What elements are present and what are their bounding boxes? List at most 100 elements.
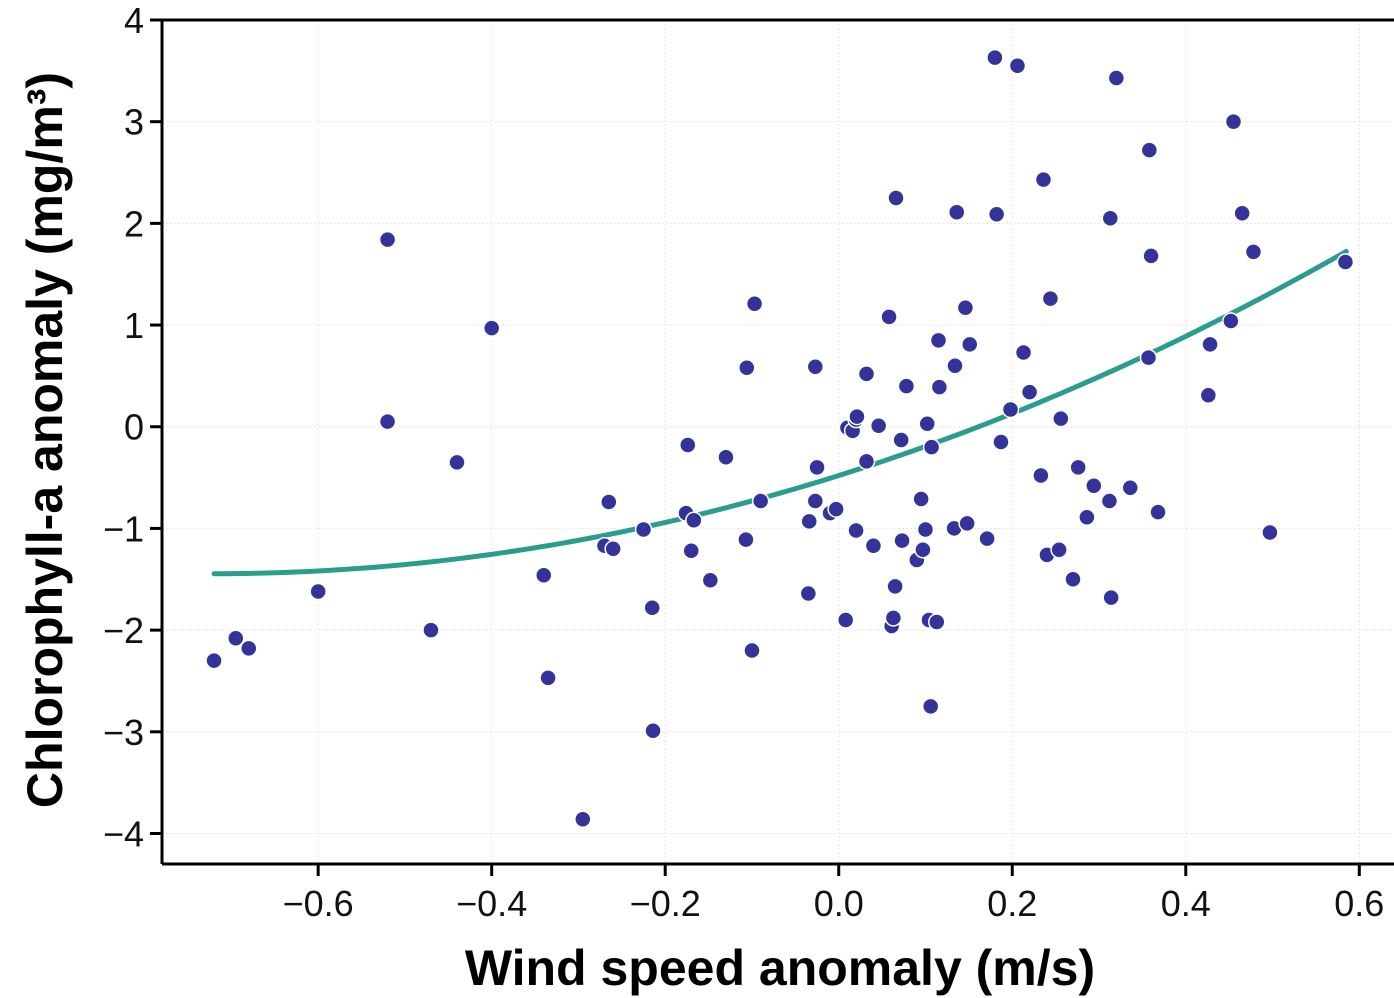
y-tick-label: 2 <box>124 203 144 244</box>
y-tick-label: −2 <box>103 610 144 651</box>
x-tick-label: 0.2 <box>987 883 1037 924</box>
scatter-point <box>1100 492 1119 510</box>
scatter-point <box>1233 204 1251 222</box>
scatter-point <box>893 531 911 550</box>
scatter-point <box>448 453 466 472</box>
scatter-point <box>422 621 440 639</box>
scatter-point <box>946 356 964 375</box>
y-tick-label: 0 <box>124 407 144 448</box>
scatter-point <box>751 492 770 510</box>
y-tick-label: 4 <box>124 0 144 41</box>
scatter-point <box>1121 479 1139 497</box>
scatter-point <box>887 189 905 207</box>
scatter-point <box>928 613 946 631</box>
scatter-point <box>604 540 622 558</box>
ticks-layer: −0.6 −0.4 −0.2 0.0 0.2 0.4 0.6 −4 −3 −2 −1 0 1 2 3 4 <box>103 0 1384 924</box>
scatter-point <box>992 433 1010 451</box>
scatter-point <box>309 582 327 601</box>
scatter-point <box>1069 458 1087 477</box>
scatter-point <box>808 458 826 477</box>
scatter-point <box>947 203 966 221</box>
scatter-point <box>205 651 223 670</box>
scatter-point <box>916 520 935 539</box>
scatter-point <box>1064 570 1082 589</box>
y-tick-label: −4 <box>103 813 144 854</box>
y-tick-label: −3 <box>103 712 144 753</box>
scatter-point <box>644 722 662 740</box>
fit-curve-layer <box>211 248 1349 577</box>
scatter-point <box>986 48 1004 67</box>
scatter-point <box>1140 141 1159 159</box>
scatter-point <box>743 641 761 660</box>
scatter-point <box>539 669 557 687</box>
scatter-point <box>958 514 976 533</box>
scatter-point <box>914 541 932 559</box>
scatter-point <box>1107 69 1126 87</box>
scatter-point <box>960 335 979 354</box>
scatter-point <box>806 358 825 376</box>
scatter-point <box>857 452 876 471</box>
scatter-point <box>482 319 501 337</box>
x-tick-label: 0.0 <box>814 883 864 924</box>
scatter-point <box>1101 209 1120 228</box>
scatter-point <box>884 609 903 627</box>
x-tick-label: 0.4 <box>1161 883 1211 924</box>
scatter-point <box>717 448 735 467</box>
y-axis-title: Chlorophyll-a anomaly (mg/m³) <box>17 72 73 808</box>
scatter-point <box>1034 170 1053 189</box>
scatter-point <box>886 577 904 596</box>
scatter-point <box>685 511 703 530</box>
scatter-point <box>738 359 756 377</box>
scatter-point <box>643 598 661 617</box>
scatter-point <box>1052 409 1070 428</box>
scatter-point <box>378 230 397 249</box>
scatter-point <box>226 629 245 648</box>
scatter-point <box>745 294 764 313</box>
scatter-point <box>864 536 883 555</box>
y-tick-label: −1 <box>103 508 144 549</box>
scatter-point <box>1102 588 1120 607</box>
points-layer <box>205 48 1355 829</box>
scatter-point <box>1142 247 1160 265</box>
scatter-point <box>918 414 936 433</box>
scatter-point <box>912 490 930 508</box>
scatter-point <box>1244 243 1263 261</box>
y-tick-label: 3 <box>124 102 144 143</box>
scatter-point <box>634 520 653 539</box>
scatter-point <box>600 493 618 511</box>
scatter-point <box>827 500 845 518</box>
scatter-point <box>921 697 940 716</box>
x-tick-label: 0.6 <box>1334 883 1384 924</box>
scatter-point <box>1224 112 1243 131</box>
scatter-point <box>1041 289 1060 308</box>
scatter-point <box>240 639 258 658</box>
scatter-point <box>880 308 898 326</box>
grid-layer <box>162 19 1394 864</box>
scatter-point <box>737 530 755 549</box>
scatter-point <box>836 611 855 629</box>
scatter-point <box>806 492 825 510</box>
x-tick-label: −0.2 <box>630 883 701 924</box>
scatter-point <box>847 521 865 540</box>
x-tick-label: −0.4 <box>456 883 527 924</box>
scatter-point <box>956 299 975 317</box>
scatter-point <box>897 377 916 395</box>
scatter-point <box>679 436 697 454</box>
x-tick-label: −0.6 <box>283 883 354 924</box>
scatter-point <box>869 416 888 435</box>
scatter-point <box>857 365 876 383</box>
scatter-point <box>800 512 818 531</box>
scatter-point <box>930 378 949 396</box>
scatter-point <box>892 431 910 449</box>
axes-layer <box>160 18 1394 866</box>
scatter-point <box>929 331 948 350</box>
scatter-point <box>922 438 941 456</box>
scatter-point <box>978 529 996 548</box>
scatter-point <box>574 810 592 829</box>
scatter-point <box>1020 383 1039 401</box>
scatter-point <box>1149 503 1167 521</box>
scatter-point <box>1078 508 1096 526</box>
scatter-point <box>799 584 818 603</box>
scatter-point <box>1139 348 1158 367</box>
scatter-point <box>1050 541 1068 559</box>
